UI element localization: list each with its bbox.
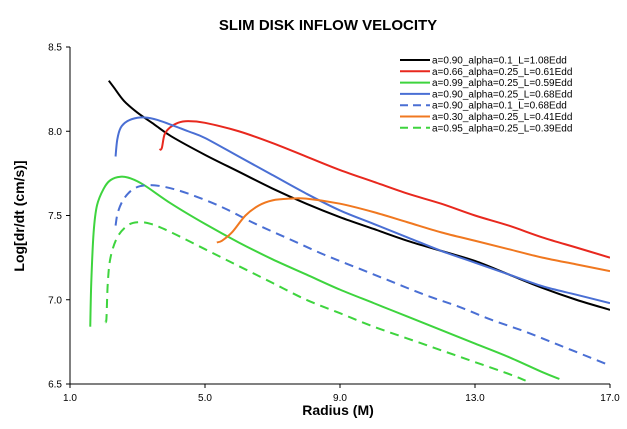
legend-label-3: a=0.99_alpha=0.25_L=0.59Edd [432,78,572,89]
x-ticks: 1.0 5.0 9.0 13.0 17.0 [63,384,620,404]
y-tick-label: 6.5 [48,380,62,391]
legend-label-4: a=0.90_alpha=0.25_L=0.68Edd [432,89,572,100]
y-tick-label: 8.0 [48,127,62,138]
series-line-6 [216,197,610,273]
chart-title: SLIM DISK INFLOW VELOCITY [219,17,437,34]
series-group [89,80,610,382]
series-line-5 [114,184,610,367]
x-tick-label: 17.0 [600,393,620,404]
legend-label-6: a=0.30_alpha=0.25_L=0.41Edd [432,112,572,123]
x-tick-label: 13.0 [465,393,485,404]
y-tick-label: 7.0 [48,295,62,306]
legend-label-1: a=0.90_alpha=0.1_L=1.08Edd [432,56,567,67]
x-axis-label: Radius (M) [302,402,374,418]
legend: a=0.90_alpha=0.1_L=1.08Edda=0.66_alpha=0… [400,56,572,134]
y-tick-label: 8.5 [48,43,62,54]
series-line-7 [104,221,526,382]
y-tick-label: 7.5 [48,211,62,222]
y-axis-label: Log[dr/dt (cm/s)] [11,160,27,271]
legend-label-7: a=0.95_alpha=0.25_L=0.39Edd [432,123,572,134]
x-tick-label: 5.0 [198,393,212,404]
series-line-2 [158,120,610,259]
x-tick-label: 1.0 [63,393,77,404]
series-line-3 [89,175,560,380]
series-line-4 [114,116,610,305]
legend-label-2: a=0.66_alpha=0.25_L=0.61Edd [432,67,572,78]
x-tick-label: 9.0 [333,393,347,404]
legend-label-5: a=0.90_alpha=0.1_L=0.68Edd [432,101,567,112]
plot-area: 1.0 5.0 9.0 13.0 17.0 6.5 7.0 7.5 8.0 8.5 [48,43,620,405]
y-ticks: 6.5 7.0 7.5 8.0 8.5 [48,43,70,391]
